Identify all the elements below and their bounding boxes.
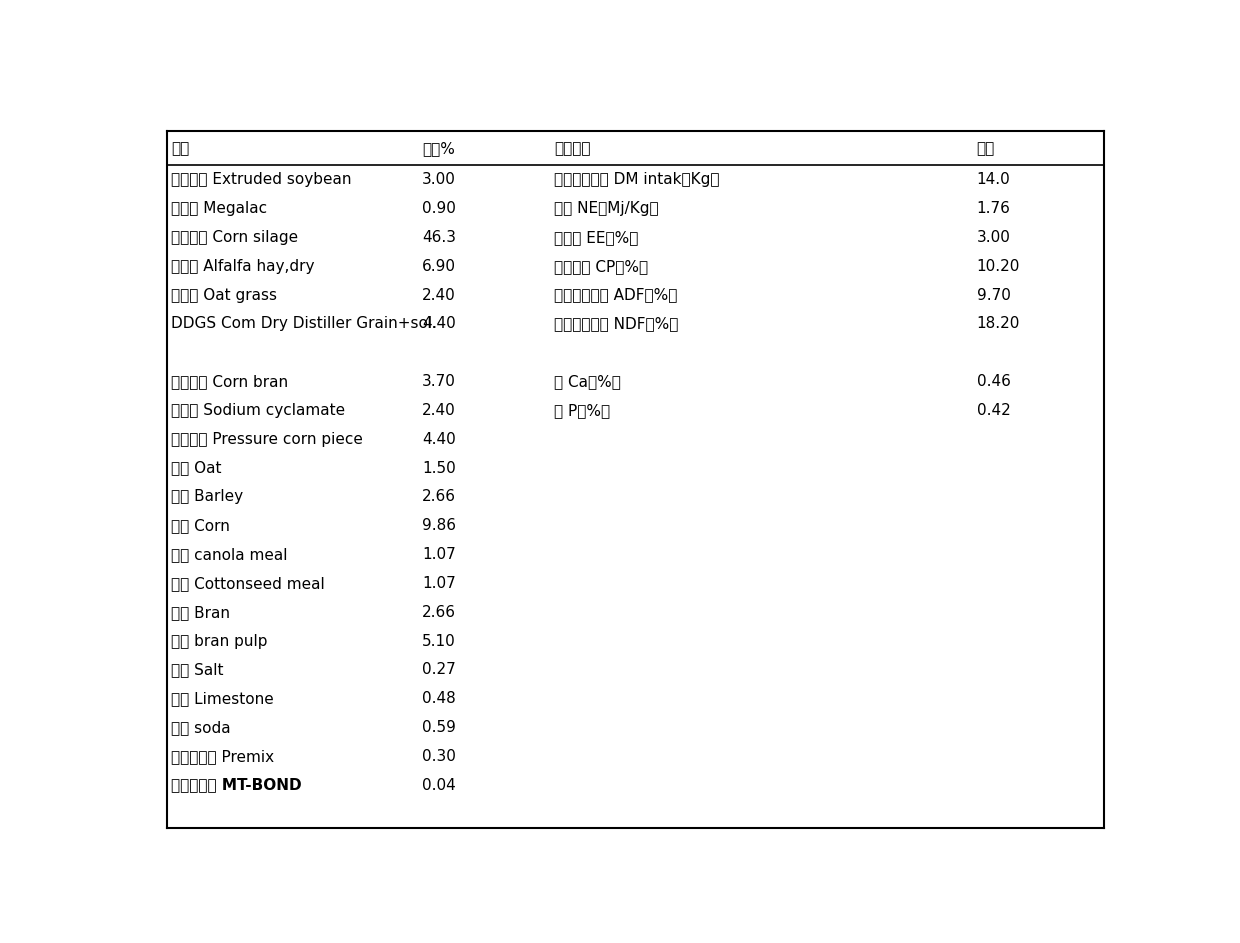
Text: 4.40: 4.40 — [422, 317, 456, 332]
Text: 9.70: 9.70 — [977, 288, 1011, 303]
Text: 首蓿草 Alfalfa hay,dry: 首蓿草 Alfalfa hay,dry — [171, 258, 315, 273]
Text: 18.20: 18.20 — [977, 317, 1021, 332]
Text: 食盐 Salt: 食盐 Salt — [171, 662, 224, 677]
Text: 10.20: 10.20 — [977, 258, 1021, 273]
Text: 2.66: 2.66 — [422, 489, 456, 505]
Text: 双低 canola meal: 双低 canola meal — [171, 547, 288, 562]
Text: 1.50: 1.50 — [422, 460, 456, 475]
Text: 青贮玉米 Corn silage: 青贮玉米 Corn silage — [171, 230, 299, 245]
Text: 含量: 含量 — [977, 141, 994, 156]
Text: 大麦 Barley: 大麦 Barley — [171, 489, 243, 505]
Text: 酸性洗涤纤维 ADF（%）: 酸性洗涤纤维 ADF（%） — [554, 288, 677, 303]
Text: 9.86: 9.86 — [422, 519, 456, 533]
Text: 玉米皮粉 Corn bran: 玉米皮粉 Corn bran — [171, 374, 289, 389]
Text: 粗蛋白质 CP（%）: 粗蛋白质 CP（%） — [554, 258, 649, 273]
Text: 磷 P（%）: 磷 P（%） — [554, 403, 610, 418]
Text: 1.76: 1.76 — [977, 201, 1011, 216]
Text: 6.90: 6.90 — [422, 258, 456, 273]
Text: 4.40: 4.40 — [422, 432, 456, 447]
Text: 0.04: 0.04 — [422, 778, 456, 793]
Text: 2.66: 2.66 — [422, 604, 456, 620]
Text: 3.00: 3.00 — [422, 173, 456, 188]
Text: 燕麦草 Oat grass: 燕麦草 Oat grass — [171, 288, 278, 303]
Text: 棉粕 Cottonseed meal: 棉粕 Cottonseed meal — [171, 576, 325, 591]
Text: 压片玉米 Pressure corn piece: 压片玉米 Pressure corn piece — [171, 432, 363, 447]
Text: 0.42: 0.42 — [977, 403, 1011, 418]
Text: 0.30: 0.30 — [422, 749, 456, 764]
Text: 46.3: 46.3 — [422, 230, 456, 245]
Text: 钙 Ca（%）: 钙 Ca（%） — [554, 374, 621, 389]
Text: 14.0: 14.0 — [977, 173, 1011, 188]
Text: DDGS Com Dry Distiller Grain+sol.: DDGS Com Dry Distiller Grain+sol. — [171, 317, 438, 332]
Text: 燕麦 Oat: 燕麦 Oat — [171, 460, 222, 475]
Text: 原料: 原料 — [171, 141, 190, 156]
Text: 0.90: 0.90 — [422, 201, 456, 216]
Text: 2.40: 2.40 — [422, 403, 456, 418]
Text: 0.27: 0.27 — [422, 662, 456, 677]
Text: 玉米 Corn: 玉米 Corn — [171, 519, 231, 533]
Text: 干物质采食量 DM intak（Kg）: 干物质采食量 DM intak（Kg） — [554, 173, 719, 188]
Text: 苏打 soda: 苏打 soda — [171, 720, 231, 735]
Text: 2.40: 2.40 — [422, 288, 456, 303]
Text: 营养成分: 营养成分 — [554, 141, 590, 156]
Text: 0.59: 0.59 — [422, 720, 456, 735]
Text: 麦特霉胶素 MT-BOND: 麦特霉胶素 MT-BOND — [171, 778, 303, 793]
Text: 0.46: 0.46 — [977, 374, 1011, 389]
Text: 配比%: 配比% — [422, 141, 455, 156]
Text: 石粉 Limestone: 石粉 Limestone — [171, 691, 274, 706]
Text: 1.07: 1.07 — [422, 576, 456, 591]
Text: 粗脂肪 EE（%）: 粗脂肪 EE（%） — [554, 230, 639, 245]
Text: 净能 NE（Mj/Kg）: 净能 NE（Mj/Kg） — [554, 201, 658, 216]
Text: 3.00: 3.00 — [977, 230, 1011, 245]
Text: 甘蜜素 Sodium cyclamate: 甘蜜素 Sodium cyclamate — [171, 403, 346, 418]
Text: 中性洗涤纤维 NDF（%）: 中性洗涤纤维 NDF（%） — [554, 317, 678, 332]
Text: 豆粕 bran pulp: 豆粕 bran pulp — [171, 634, 268, 649]
Text: 膨化大豆 Extruded soybean: 膨化大豆 Extruded soybean — [171, 173, 352, 188]
Text: 0.48: 0.48 — [422, 691, 456, 706]
Text: 3.70: 3.70 — [422, 374, 456, 389]
Text: 1.07: 1.07 — [422, 547, 456, 562]
Text: 美加利 Megalac: 美加利 Megalac — [171, 201, 268, 216]
Text: 泌乳预混料 Premix: 泌乳预混料 Premix — [171, 749, 274, 764]
Text: 5.10: 5.10 — [422, 634, 456, 649]
Text: 麸皮 Bran: 麸皮 Bran — [171, 604, 231, 620]
